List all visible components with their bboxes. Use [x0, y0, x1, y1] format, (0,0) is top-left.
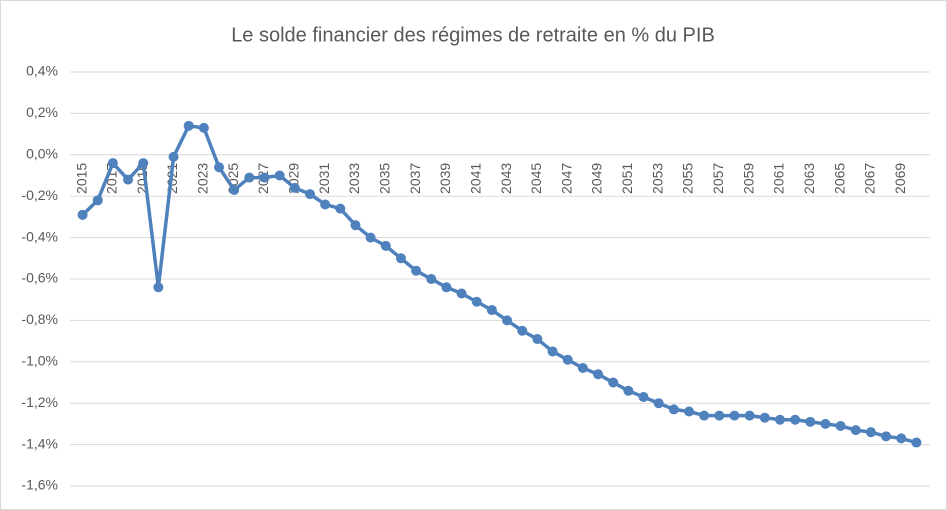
data-point	[411, 265, 422, 276]
x-tick-label: 2023	[195, 163, 211, 194]
data-point	[320, 199, 331, 210]
x-tick-label: 2033	[346, 163, 362, 194]
data-point	[138, 158, 149, 169]
data-point	[92, 195, 103, 206]
data-point	[289, 182, 300, 193]
data-point	[335, 203, 346, 214]
data-point	[441, 282, 452, 293]
data-point	[608, 377, 619, 388]
data-point	[865, 427, 876, 438]
x-tick-label: 2035	[376, 163, 392, 194]
data-point	[638, 391, 649, 402]
data-point	[790, 414, 801, 425]
data-point	[168, 151, 179, 162]
x-tick-label: 2053	[649, 163, 665, 194]
data-point	[684, 406, 695, 417]
data-point	[274, 170, 285, 181]
data-point	[623, 385, 634, 396]
x-tick-label: 2069	[892, 163, 908, 194]
data-point	[532, 334, 543, 345]
x-tick-label: 2045	[528, 163, 544, 194]
data-point	[365, 232, 376, 243]
data-point	[759, 412, 770, 423]
data-point	[380, 240, 391, 251]
x-tick-label: 2055	[680, 163, 696, 194]
data-point	[456, 288, 467, 299]
y-tick-label: 0,4%	[26, 63, 58, 79]
chart-title: Le solde financier des régimes de retrai…	[231, 24, 715, 46]
data-point	[426, 274, 437, 284]
data-point	[835, 420, 846, 431]
data-point	[77, 209, 88, 220]
y-tick-label: -0,8%	[21, 311, 58, 327]
data-point	[668, 404, 679, 415]
x-tick-label: 2059	[740, 163, 756, 194]
y-tick-label: -0,6%	[21, 270, 58, 286]
x-tick-label: 2043	[498, 163, 514, 194]
data-point	[881, 431, 892, 442]
x-tick-label: 2031	[316, 163, 332, 194]
y-tick-label: -1,0%	[21, 353, 58, 369]
x-tick-label: 2063	[801, 163, 817, 194]
x-tick-label: 2017	[104, 163, 120, 194]
x-tick-label: 2057	[710, 163, 726, 194]
data-point	[304, 189, 315, 200]
data-point	[744, 410, 755, 421]
data-point	[502, 315, 513, 326]
data-point	[486, 305, 497, 316]
data-point	[107, 158, 118, 169]
y-tick-label: -1,6%	[21, 477, 58, 493]
data-point	[577, 363, 588, 374]
data-point	[562, 354, 573, 365]
x-tick-label: 2039	[437, 163, 453, 194]
data-point	[214, 162, 225, 173]
data-point	[229, 184, 240, 195]
x-tick-label: 2061	[771, 163, 787, 194]
data-point	[259, 172, 270, 183]
data-point	[350, 220, 361, 231]
y-tick-label: 0,0%	[26, 146, 58, 162]
x-tick-label: 2051	[619, 163, 635, 194]
y-tick-label: -0,4%	[21, 228, 58, 244]
y-tick-label: -0,2%	[21, 187, 58, 203]
data-point	[653, 398, 664, 409]
data-point	[714, 410, 725, 421]
x-tick-label: 2015	[73, 163, 89, 194]
data-point	[774, 414, 785, 425]
y-tick-label: -1,4%	[21, 435, 58, 451]
data-point	[593, 369, 604, 380]
data-point	[805, 416, 816, 427]
data-point	[183, 120, 194, 131]
data-point	[699, 410, 710, 421]
data-point	[850, 425, 861, 436]
data-point	[395, 253, 406, 264]
data-point	[123, 174, 134, 185]
y-tick-label: -1,2%	[21, 394, 58, 410]
y-tick-label: 0,2%	[26, 104, 58, 120]
x-tick-label: 2049	[589, 163, 605, 194]
data-point	[547, 346, 558, 357]
data-point	[517, 325, 528, 336]
x-tick-label: 2041	[467, 163, 483, 194]
data-point	[729, 410, 740, 421]
data-point	[911, 437, 922, 448]
x-tick-label: 2065	[831, 163, 847, 194]
data-point	[198, 122, 209, 133]
x-tick-label: 2067	[862, 163, 878, 194]
data-point	[153, 282, 164, 293]
data-point	[471, 296, 482, 307]
data-point	[820, 418, 831, 429]
x-tick-label: 2037	[407, 163, 423, 194]
data-point	[896, 433, 907, 444]
data-point	[244, 172, 255, 183]
x-tick-label: 2047	[558, 163, 574, 194]
